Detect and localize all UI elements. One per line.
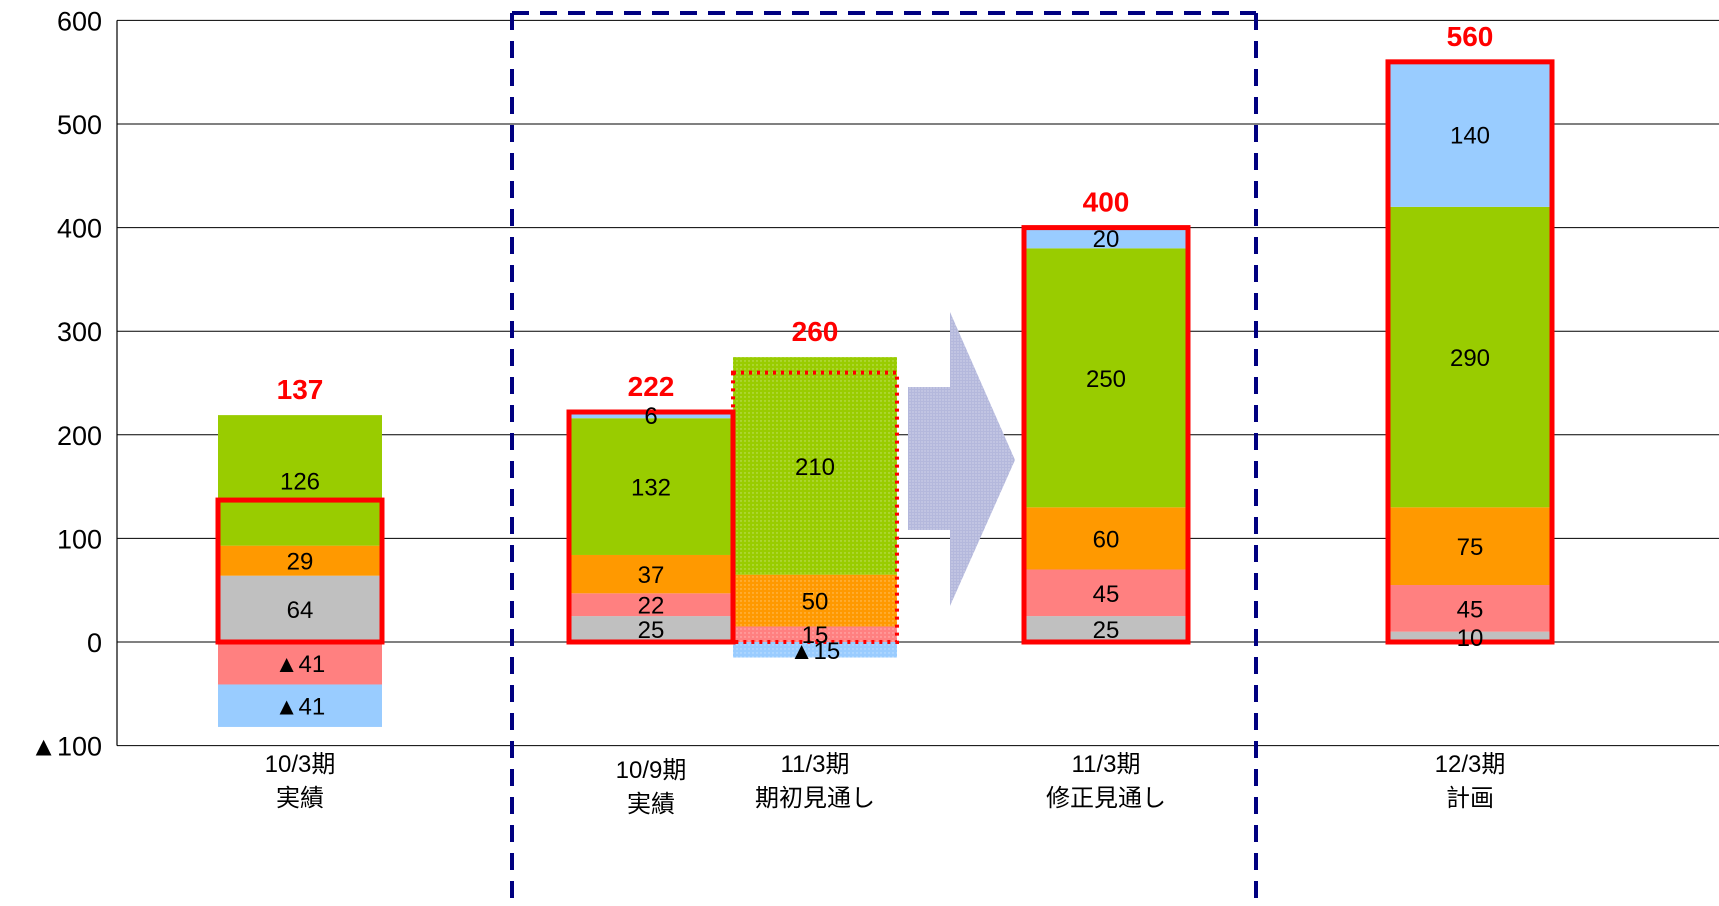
bar-segment [1024,569,1188,617]
segment-label: 25 [638,617,665,644]
segment-label: ▲41 [275,694,325,721]
bar-segment [1388,507,1552,586]
bar-segment [569,593,733,617]
bar-segment [218,575,382,642]
total-box [731,370,899,644]
y-tick-label: 0 [87,628,102,658]
transition-arrow-shape [908,312,1015,606]
total-label: 400 [1083,187,1130,218]
segment-label: ▲15 [790,638,840,665]
bar-segment [569,554,733,594]
category-label: 期初見通し [755,785,875,812]
segment-label: 29 [287,549,314,576]
segment-label: 20 [1093,226,1120,253]
segment-label: 25 [1093,617,1120,644]
segment-label: 75 [1457,534,1484,561]
category-label: 11/3期 [1072,751,1141,778]
category-label: 10/9期 [616,757,687,784]
total-label: 560 [1447,21,1494,52]
bar-segment [1388,585,1552,632]
bar-segment [1388,206,1552,508]
bar-segment [569,616,733,642]
bar-segment-texture [733,642,897,658]
y-axis: 600 500 400 300 200 100 0 ▲100 [30,6,118,762]
bar-segment [218,415,382,546]
bar-segment [218,684,382,727]
category-label: 実績 [276,785,324,812]
bar-segment [569,418,733,555]
bars [218,61,1552,727]
segment-label: 64 [287,597,314,624]
total-boxes [215,59,1555,645]
total-box [1021,225,1191,645]
bar-segment-texture [733,626,897,642]
bar-segment-texture [733,357,897,575]
segment-label: 10 [1457,625,1484,652]
bar-segment [569,412,733,419]
bar-segment [1024,248,1188,508]
total-box [215,497,385,645]
segment-label: 15 [802,622,829,649]
y-tick-label: 500 [57,110,102,140]
bar-segment [1024,616,1188,642]
category-label: 11/3期 [781,751,850,778]
segment-label: 6 [644,403,657,430]
y-tick-label: 400 [57,214,102,244]
segment-label: 126 [280,468,320,495]
category-label: 10/3期 [265,751,336,778]
bar-segment [218,545,382,576]
y-tick-label: 300 [57,317,102,347]
segment-label: 60 [1093,526,1120,553]
segment-label: ▲41 [275,651,325,678]
segment-label: 22 [638,593,665,620]
bar-segment [1024,227,1188,249]
bar-segment [1388,61,1552,207]
y-tick-label: 600 [57,6,102,36]
category-label: 実績 [627,791,675,818]
y-tick-label: 200 [57,421,102,451]
total-label: 137 [277,374,324,405]
total-label: 260 [792,316,839,347]
bar-segment-texture [733,574,897,627]
segment-label: 37 [638,562,665,589]
y-tick-label: 100 [57,524,102,554]
period-dividers [510,11,1258,906]
total-label: 222 [628,371,675,402]
segment-label: 290 [1450,345,1490,372]
y-tick-label: ▲100 [30,732,102,762]
category-label: 計画 [1446,785,1494,812]
bar-segment [1024,507,1188,570]
bar-segment [218,642,382,685]
transition-arrow [908,312,1015,606]
segment-label: 132 [631,475,671,502]
category-label: 修正見通し [1046,785,1166,812]
segment-label: 45 [1093,581,1120,608]
segment-label: 210 [795,454,835,481]
segment-label: 45 [1457,596,1484,623]
category-label: 12/3期 [1435,751,1506,778]
data-labels: 6429126▲41▲4113725223713262221550210▲152… [275,21,1494,721]
total-box [1385,59,1555,645]
bar-segment [1388,631,1552,642]
segment-label: 50 [802,589,829,616]
segment-label: 140 [1450,122,1490,149]
segment-label: 250 [1086,366,1126,393]
